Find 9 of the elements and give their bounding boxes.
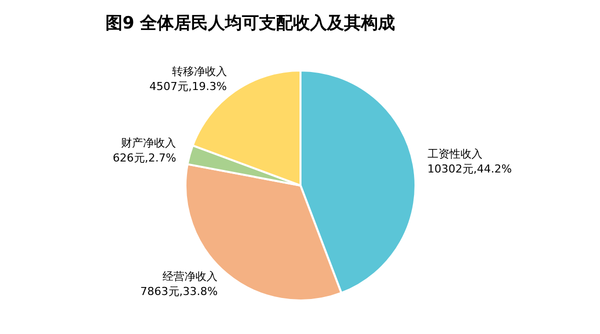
chart-title: 图9 全体居民人均可支配收入及其构成 [106, 14, 396, 34]
data-label: 10302元,44.2% [427, 162, 512, 176]
slice-label: 工资性收入 [427, 148, 482, 161]
slice-label: 转移净收入 [172, 65, 227, 78]
slice-label: 财产净收入 [121, 136, 176, 150]
data-label: 7863元,33.8% [140, 284, 218, 298]
data-label: 4507元,19.3% [149, 80, 227, 94]
slice-label: 经营净收入 [162, 270, 218, 283]
data-label: 626元,2.7% [112, 151, 176, 164]
